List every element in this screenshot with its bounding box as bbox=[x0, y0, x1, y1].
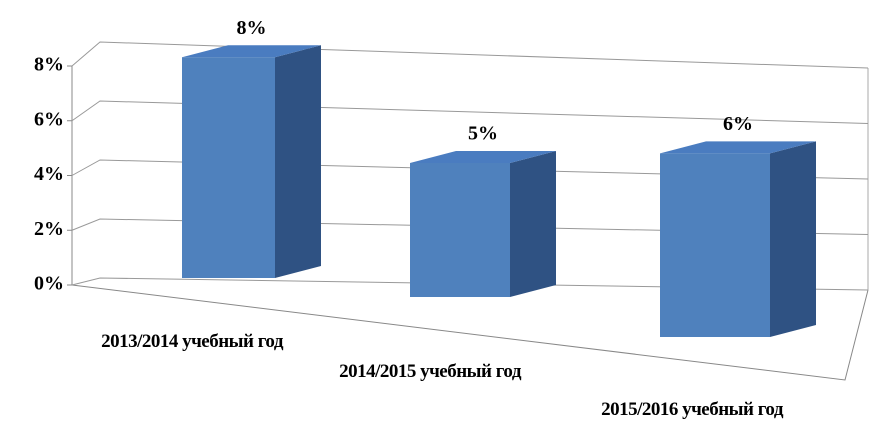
bar-side bbox=[275, 45, 321, 279]
y-tick-label: 2% bbox=[34, 218, 64, 240]
floor-edge bbox=[71, 284, 869, 381]
grid-line bbox=[71, 41, 869, 69]
data-label: 6% bbox=[723, 113, 753, 135]
bar bbox=[182, 57, 275, 279]
bar-top bbox=[410, 151, 556, 163]
y-tick-label: 0% bbox=[34, 273, 64, 295]
grid-line bbox=[71, 218, 869, 235]
bar bbox=[660, 153, 770, 337]
grid-line bbox=[71, 277, 869, 291]
grid-line bbox=[71, 159, 869, 180]
bar-side bbox=[510, 151, 556, 297]
data-label: 8% bbox=[237, 17, 267, 39]
x-tick-label: 2015/2016 учебный год bbox=[601, 399, 783, 420]
y-tick-label: 6% bbox=[34, 108, 64, 130]
x-tick-label: 2013/2014 учебный год bbox=[101, 331, 283, 352]
data-label: 5% bbox=[468, 123, 498, 145]
grid-line bbox=[71, 100, 869, 124]
bar-side bbox=[770, 141, 816, 337]
y-tick-label: 4% bbox=[34, 163, 64, 185]
bar-top bbox=[660, 141, 816, 154]
y-tick-label: 8% bbox=[34, 54, 64, 76]
x-tick-label: 2014/2015 учебный год bbox=[339, 361, 521, 382]
bar bbox=[410, 163, 510, 297]
bar-top bbox=[182, 45, 321, 58]
